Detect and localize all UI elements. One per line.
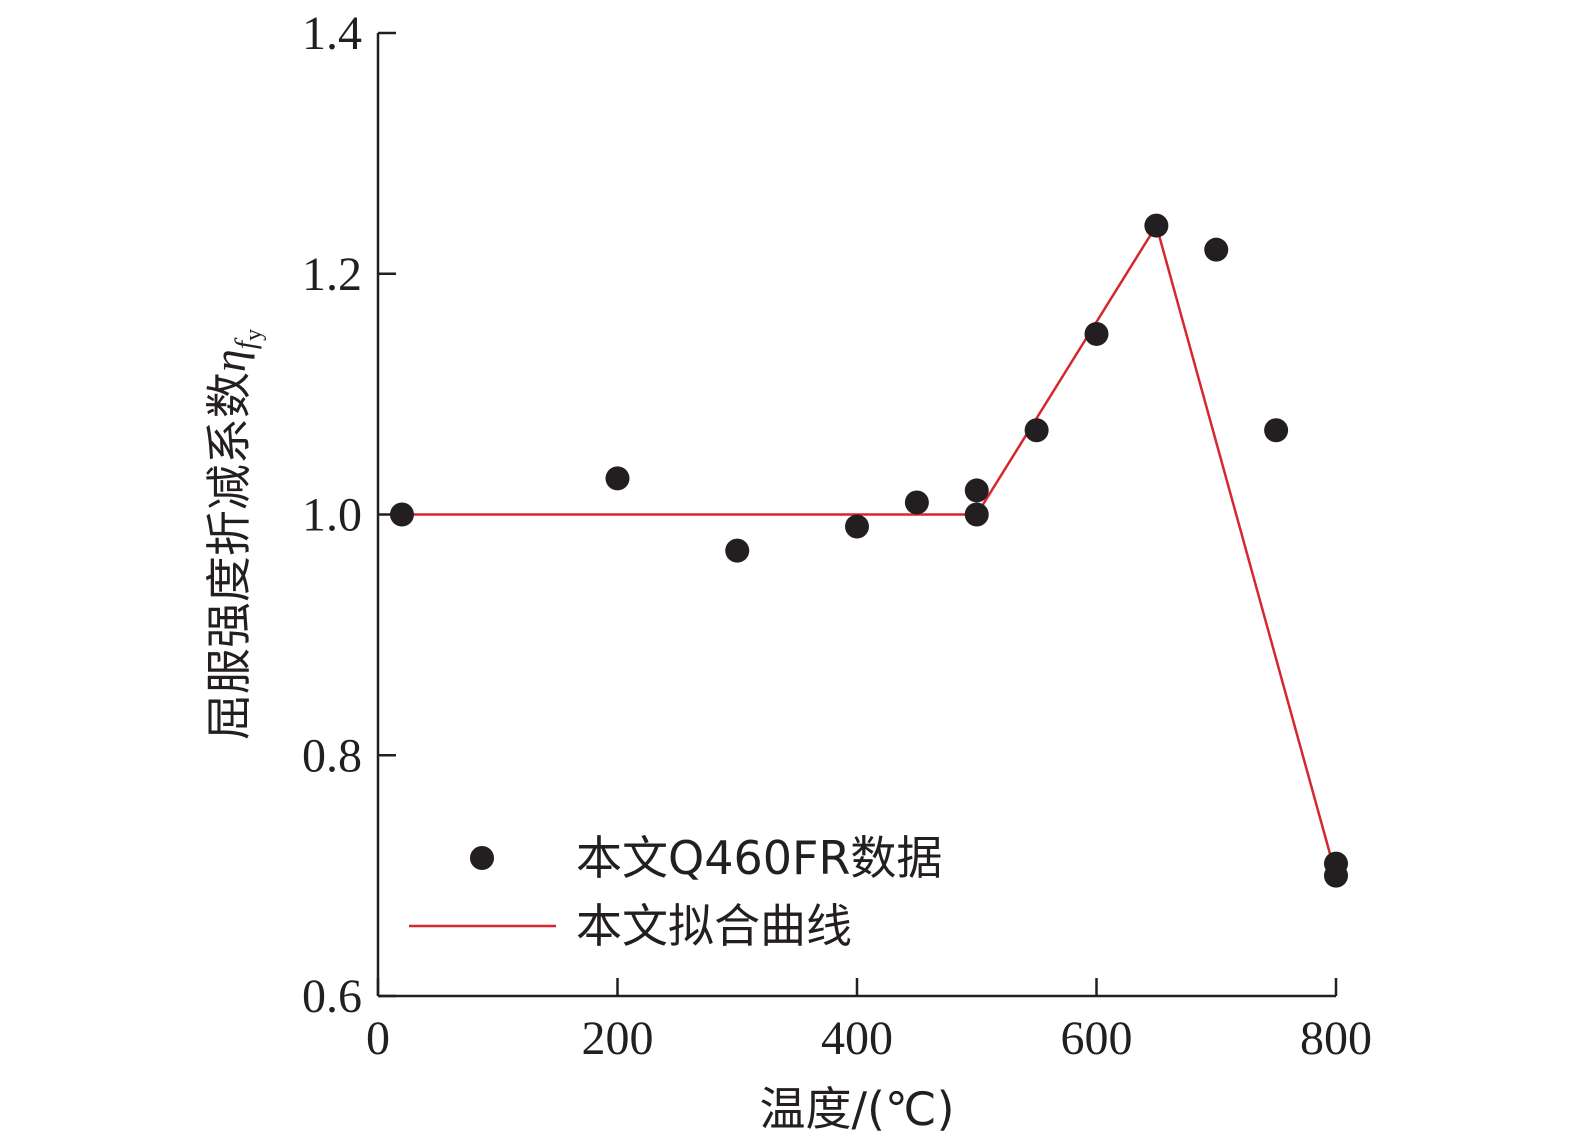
y-axis-title-subsubscript: y <box>241 329 267 341</box>
y-tick-label: 1.0 <box>302 489 362 542</box>
scatter-point <box>845 514 869 539</box>
y-ticks: 0.6 0.8 1.0 1.2 1.4 <box>302 7 396 1023</box>
y-axis-title-text: 屈服强度折减系数 <box>202 372 256 740</box>
legend: 本文Q460FR数据 本文拟合曲线 <box>409 831 942 953</box>
y-tick-label: 0.8 <box>302 729 362 782</box>
fit-curve-line <box>401 222 1338 876</box>
y-tick-label: 1.2 <box>302 248 362 301</box>
scatter-point <box>1324 863 1348 888</box>
y-axis-title-symbol: η <box>204 349 255 372</box>
scatter-point <box>389 502 414 527</box>
legend-marker-scatter <box>470 846 494 870</box>
scatter-point <box>964 478 989 503</box>
scatter-point <box>1204 237 1229 262</box>
plot-area <box>389 213 1348 888</box>
scatter-point <box>964 502 989 527</box>
x-tick-label: 400 <box>821 1012 893 1065</box>
legend-label-line: 本文拟合曲线 <box>576 899 852 953</box>
scatter-point <box>1144 213 1169 238</box>
x-axis-title: 温度/(℃) <box>759 1082 954 1136</box>
x-tick-label: 600 <box>1061 1012 1133 1065</box>
x-ticks: 0 200 400 600 800 <box>366 978 1372 1065</box>
y-tick-label: 1.4 <box>302 7 362 60</box>
scatter-points <box>389 213 1348 888</box>
x-axis: 0 200 400 600 800 <box>366 978 1372 1065</box>
legend-label-scatter: 本文Q460FR数据 <box>576 831 942 885</box>
x-tick-label: 0 <box>366 1012 390 1065</box>
x-tick-label: 200 <box>582 1012 654 1065</box>
scatter-point <box>904 490 929 515</box>
y-axis-title: 屈服强度折减系数ηfy <box>202 329 267 740</box>
y-tick-label: 0.6 <box>302 970 362 1023</box>
svg-text:屈服强度折减系数ηfy: 屈服强度折减系数ηfy <box>202 329 267 740</box>
scatter-point <box>1024 418 1049 443</box>
scatter-point <box>1084 321 1109 346</box>
y-axis: 0.6 0.8 1.0 1.2 1.4 <box>302 7 396 1023</box>
scatter-point <box>1264 418 1289 443</box>
scatter-point <box>725 538 750 563</box>
x-tick-label: 800 <box>1300 1012 1372 1065</box>
scatter-point <box>605 466 630 491</box>
